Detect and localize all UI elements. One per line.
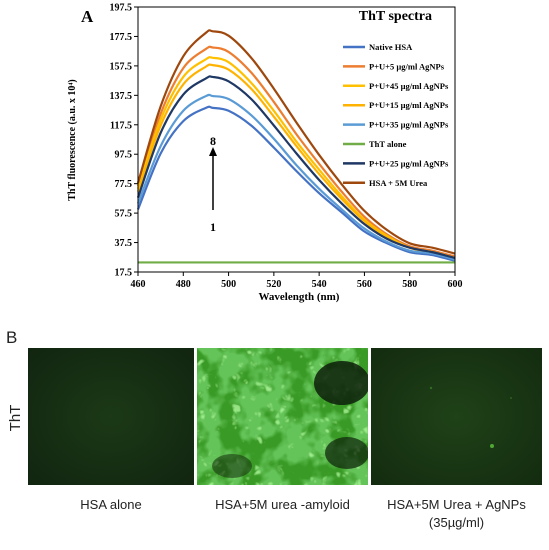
y-tick-label: 177.5 bbox=[110, 32, 133, 43]
x-tick-label: 600 bbox=[448, 279, 463, 290]
y-tick-label: 117.5 bbox=[110, 120, 132, 131]
legend-entry: P+U+35 µg/ml AgNPs bbox=[369, 120, 449, 130]
panel-b-label: B bbox=[6, 328, 18, 347]
increase-arrow-head bbox=[209, 147, 217, 156]
y-axis-label: ThT fluorescence (a.u. x 10⁴) bbox=[67, 79, 78, 201]
micrograph-hsa-alone bbox=[28, 348, 194, 485]
series-line-4 bbox=[136, 93, 456, 261]
panel-a: 17.5 37.5 57.5 77.5 97.5 117.5 137.5 157.5 177.5… bbox=[67, 3, 463, 304]
x-tick-label: 520 bbox=[266, 279, 281, 290]
y-tick-label: 137.5 bbox=[110, 91, 133, 102]
legend-entry: P+U+5 µg/ml AgNPs bbox=[369, 61, 445, 71]
caption-hsa-alone: HSA alone bbox=[28, 496, 194, 514]
legend-entry: Native HSA bbox=[369, 42, 413, 52]
legend-entry: P+U+15 µg/ml AgNPs bbox=[369, 100, 449, 110]
legend-entry: P+U+25 µg/ml AgNPs bbox=[369, 158, 449, 168]
x-tick-label: 540 bbox=[312, 279, 327, 290]
legend: Native HSA P+U+5 µg/ml AgNPs P+U+45 µg/ml … bbox=[343, 42, 449, 188]
stain-label: ThT bbox=[6, 404, 24, 432]
legend-entry: ThT alone bbox=[369, 139, 407, 149]
arrow-top-label: 8 bbox=[210, 134, 216, 148]
caption-line: HSA+5M Urea + AgNPs bbox=[387, 497, 526, 512]
caption-line: HSA alone bbox=[80, 497, 142, 512]
y-tick-label: 77.5 bbox=[115, 179, 133, 190]
x-tick-label: 460 bbox=[131, 279, 146, 290]
y-tick-label: 197.5 bbox=[110, 3, 133, 14]
caption-hsa-urea-agnps: HSA+5M Urea + AgNPs (35µg/ml) bbox=[371, 496, 542, 532]
caption-line: HSA+5M urea -amyloid bbox=[215, 497, 350, 512]
y-tick-label: 37.5 bbox=[115, 238, 133, 249]
x-tick-label: 560 bbox=[357, 279, 372, 290]
micrograph-hsa-urea-amyloid bbox=[197, 348, 368, 485]
x-tick-label: 500 bbox=[221, 279, 236, 290]
legend-entry: HSA + 5M Urea bbox=[369, 178, 428, 188]
caption-line: (35µg/ml) bbox=[428, 515, 485, 530]
series-line-1 bbox=[136, 45, 456, 258]
x-tick-label: 580 bbox=[402, 279, 417, 290]
series-line-6 bbox=[136, 75, 456, 260]
tht-spectra-chart: 17.5 37.5 57.5 77.5 97.5 117.5 137.5 157.5 177.5… bbox=[67, 3, 463, 304]
y-tick-label: 97.5 bbox=[115, 150, 133, 161]
arrow-bottom-label: 1 bbox=[210, 220, 216, 234]
y-tick-label: 157.5 bbox=[110, 61, 133, 72]
x-tick-label: 480 bbox=[176, 279, 191, 290]
y-tick-label: 17.5 bbox=[115, 268, 133, 279]
panel-a-label: A bbox=[81, 7, 94, 26]
series-line-0 bbox=[136, 105, 456, 263]
chart-title: ThT spectra bbox=[359, 9, 432, 24]
series-line-7 bbox=[136, 29, 456, 255]
caption-hsa-urea-amyloid: HSA+5M urea -amyloid bbox=[197, 496, 368, 514]
x-axis-label: Wavelength (nm) bbox=[259, 291, 340, 303]
micrograph-hsa-urea-agnps bbox=[371, 348, 542, 485]
legend-entry: P+U+45 µg/ml AgNPs bbox=[369, 81, 449, 91]
y-tick-label: 57.5 bbox=[115, 209, 133, 220]
